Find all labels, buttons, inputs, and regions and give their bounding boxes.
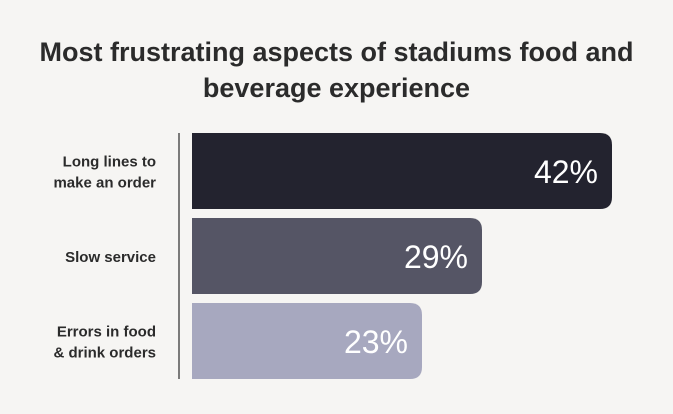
category-label-1-line-2: make an order [53, 175, 156, 192]
bar-1 [192, 133, 612, 209]
category-label-3: Errors in food & drink orders [53, 324, 156, 362]
category-label-2: Slow service [65, 249, 156, 266]
category-label-3-line-2: & drink orders [53, 345, 156, 362]
category-label-2-line-1: Slow service [65, 249, 156, 266]
data-label-3: 23% [344, 324, 408, 360]
data-label-1: 42% [534, 154, 598, 190]
bar-3 [192, 303, 422, 379]
data-label-2: 29% [404, 239, 468, 275]
category-label-3-line-1: Errors in food [57, 324, 156, 341]
category-label-1: Long lines to make an order [53, 154, 156, 192]
chart-title: Most frustrating aspects of stadiums foo… [20, 34, 653, 106]
chart-title-line-1: Most frustrating aspects of stadiums foo… [39, 37, 634, 67]
category-label-1-line-1: Long lines to [63, 154, 156, 171]
bar-2 [192, 218, 482, 294]
chart-title-line-2: beverage experience [202, 73, 471, 103]
